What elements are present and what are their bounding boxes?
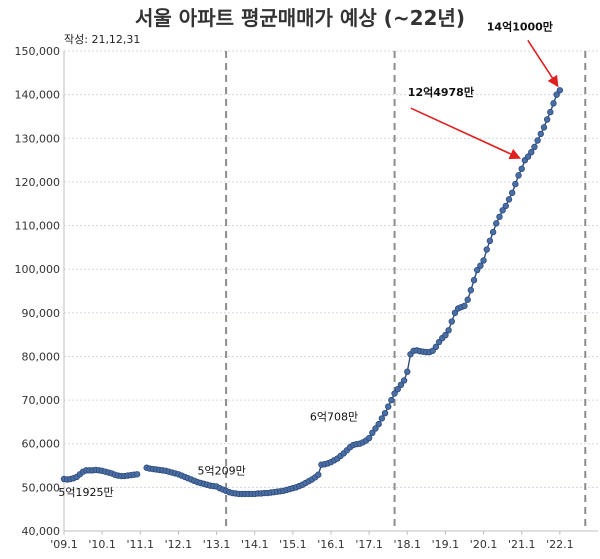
x-axis: '09.1 '10.1 '11.1 '12.1 '13.1 '14.1 '15.1 '16.1…	[50, 51, 598, 551]
x-tick-label: '21.1	[508, 538, 536, 551]
series-line	[63, 89, 561, 495]
gridlines	[64, 50, 598, 532]
x-tick-label: '12.1	[165, 538, 193, 551]
y-tick-label: 90,000	[22, 307, 61, 320]
x-tick-label: '11.1	[127, 538, 155, 551]
data-point	[528, 149, 535, 156]
data-point	[451, 309, 459, 317]
data-point	[505, 196, 513, 203]
data-point	[518, 165, 525, 173]
data-point	[133, 471, 141, 478]
data-point	[372, 425, 379, 432]
data-point	[400, 377, 408, 384]
x-tick-label: '09.1	[50, 538, 78, 551]
data-point	[489, 228, 497, 236]
y-tick-label: 130,000	[15, 132, 61, 145]
y-tick-label: 70,000	[22, 394, 61, 407]
y-tick-label: 100,000	[15, 263, 61, 276]
annotation-label: 5억1925만	[58, 486, 113, 499]
annotation-label: 6억708만	[310, 411, 358, 424]
data-point	[534, 137, 541, 144]
data-point	[442, 331, 449, 339]
y-axis: 40,000 50,000 60,000 70,000 80,000 90,000 100,…	[15, 45, 61, 538]
y-tick-label: 140,000	[15, 89, 61, 102]
data-point	[369, 429, 376, 437]
data-point	[394, 385, 401, 393]
data-point	[381, 409, 389, 417]
x-tick-label: '19.1	[432, 538, 460, 551]
data-point	[524, 153, 532, 160]
data-point	[467, 286, 475, 294]
data-point	[315, 471, 322, 478]
data-point	[397, 381, 405, 389]
data-point	[553, 91, 560, 98]
data-point	[378, 415, 386, 422]
data-point	[512, 180, 519, 188]
y-tick-label: 60,000	[22, 438, 61, 451]
x-tick-label: '13.1	[203, 538, 231, 551]
x-tick-label: '20.1	[470, 538, 498, 551]
chart-subtitle: 작성: 21,12,31	[64, 33, 140, 46]
annotation-label: 14억1000만	[487, 19, 553, 33]
data-point	[404, 368, 411, 375]
data-point	[496, 213, 503, 221]
x-tick-label: '17.1	[355, 538, 383, 551]
data-point	[543, 116, 551, 123]
x-tick-label: '14.1	[241, 538, 269, 551]
data-point	[480, 257, 487, 264]
data-point	[537, 130, 544, 138]
annotation-label: 5억209만	[197, 464, 245, 477]
data-point	[531, 143, 538, 151]
data-point	[556, 87, 564, 94]
data-point	[547, 108, 554, 116]
data-point	[486, 237, 494, 245]
data-point	[515, 172, 522, 179]
y-tick-label: 40,000	[22, 525, 61, 538]
x-tick-label: '10.1	[88, 538, 116, 551]
x-tick-label: '18.1	[394, 538, 422, 551]
data-point	[499, 207, 506, 214]
y-tick-label: 110,000	[15, 220, 61, 233]
data-point	[391, 390, 398, 397]
vertical-dashed-lines	[225, 51, 587, 531]
data-point	[477, 262, 484, 269]
annotation-arrow	[527, 39, 559, 88]
annotation-label: 12억4978만	[408, 85, 474, 99]
data-point	[508, 189, 516, 197]
x-tick-label: '16.1	[317, 538, 345, 551]
data-point	[432, 343, 440, 351]
data-point	[385, 403, 392, 410]
chart-title: 서울 아파트 평균매매가 예상 (~22년)	[135, 6, 465, 30]
data-point	[493, 220, 500, 227]
data-point	[388, 396, 395, 404]
data-point	[445, 327, 452, 334]
annotation-arrow	[410, 107, 521, 160]
data-point	[474, 266, 481, 274]
y-tick-label: 50,000	[22, 481, 61, 494]
y-tick-label: 80,000	[22, 350, 61, 363]
data-point	[540, 124, 548, 131]
x-tick-label: '22.1	[546, 538, 574, 551]
series-group	[60, 87, 564, 498]
data-point	[461, 302, 468, 310]
annotations: 5억1925만 5억209만 6억708만 12억4978만 14억1000만	[58, 19, 559, 499]
data-point	[470, 276, 478, 284]
data-point	[365, 434, 373, 442]
x-tick-label: '15.1	[279, 538, 307, 551]
data-point	[448, 318, 455, 325]
data-point	[550, 100, 557, 107]
data-point	[375, 420, 382, 428]
data-point	[483, 246, 490, 253]
data-point	[464, 296, 471, 303]
y-tick-label: 150,000	[15, 45, 61, 58]
data-point	[502, 202, 510, 210]
y-tick-label: 120,000	[15, 176, 61, 189]
